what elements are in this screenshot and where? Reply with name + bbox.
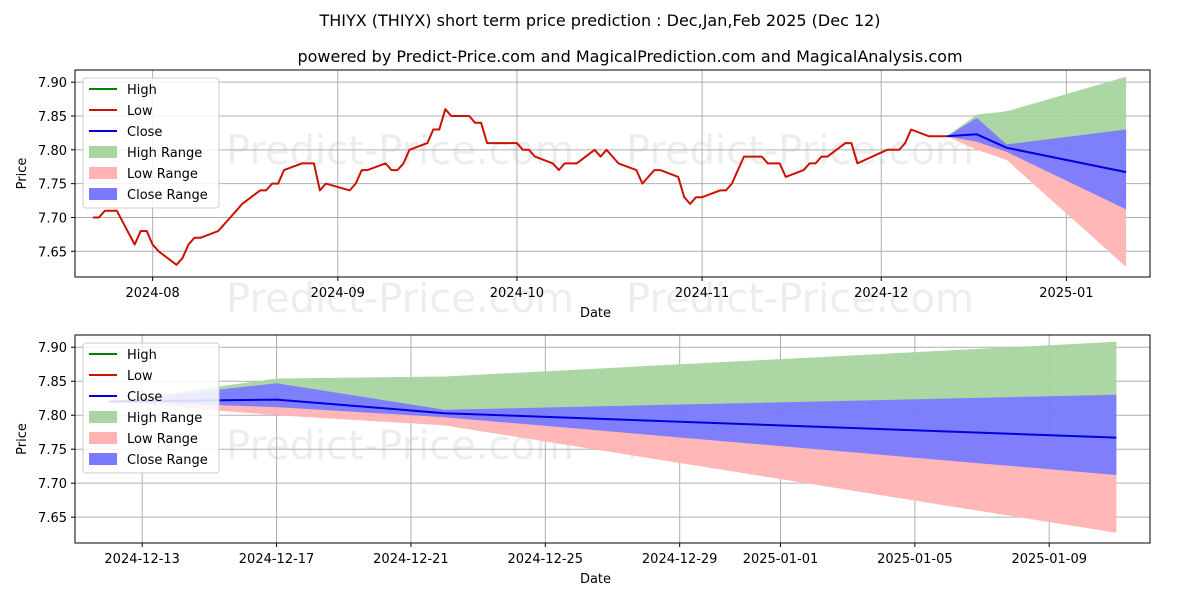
axes-frame xyxy=(74,69,1151,278)
legend-swatch-close-range xyxy=(89,453,117,465)
x-tick-label: 2024-09 xyxy=(311,286,365,301)
x-tick-label: 2025-01-05 xyxy=(877,552,953,567)
x-tick-label: 2024-12-21 xyxy=(373,552,449,567)
x-tick-label: 2025-01-09 xyxy=(1011,552,1087,567)
y-tick-label: 7.90 xyxy=(38,76,67,91)
watermark-text: Predict-Price.com xyxy=(626,128,974,174)
y-tick-label: 7.70 xyxy=(38,211,67,226)
x-axis-label: Date xyxy=(580,306,611,321)
y-tick-label: 7.90 xyxy=(38,341,67,356)
grid xyxy=(75,70,1150,277)
legend: High Low Close High Range Low Range Close Ran… xyxy=(82,77,220,209)
legend-swatch-low-range xyxy=(89,432,117,444)
plot-area xyxy=(108,341,1117,533)
legend-label: Low xyxy=(127,104,153,119)
y-tick-label: 7.75 xyxy=(38,178,67,193)
x-tick-label: 2024-12-25 xyxy=(508,552,584,567)
y-tick-label: 7.70 xyxy=(38,477,67,492)
x-tick-label: 2024-11 xyxy=(675,286,729,301)
x-tick-label: 2024-12-13 xyxy=(104,552,180,567)
y-tick-label: 7.80 xyxy=(38,409,67,424)
legend-label: Close Range xyxy=(127,188,208,203)
legend-label: High Range xyxy=(127,411,202,426)
bottom-panel: Predict-Price.comPredict-Price.com2024-1… xyxy=(15,334,1151,587)
x-tick-label: 2024-10 xyxy=(490,286,544,301)
x-tick-label: 2025-01 xyxy=(1039,286,1093,301)
x-tick-label: 2024-12-29 xyxy=(642,552,718,567)
axes-frame xyxy=(74,334,1151,544)
x-tick-label: 2024-12 xyxy=(854,286,908,301)
x-tick-label: 2024-08 xyxy=(125,286,179,301)
legend-swatch-high-range xyxy=(89,146,117,158)
top-panel: Predict-Price.com Predict-Price.com Predic… xyxy=(15,69,1151,322)
y-tick-label: 7.80 xyxy=(38,144,67,159)
legend-label: Close xyxy=(127,125,162,140)
series-line-close xyxy=(946,133,1127,174)
y-axis-label: Price xyxy=(15,158,30,190)
x-axis-label: Date xyxy=(580,572,611,587)
series-line-low xyxy=(92,108,947,266)
legend-swatch-high-range xyxy=(89,411,117,423)
x-tick-label: 2025-01-01 xyxy=(743,552,819,567)
legend-label: High xyxy=(127,83,157,98)
watermark-text: Predict-Price.com xyxy=(626,276,974,322)
y-tick-label: 7.85 xyxy=(38,375,67,390)
legend-swatch-low-range xyxy=(89,167,117,179)
watermark-text: Predict-Price.com xyxy=(226,276,574,322)
y-tick-label: 7.65 xyxy=(38,511,67,526)
y-tick-label: 7.75 xyxy=(38,443,67,458)
legend-label: High xyxy=(127,348,157,363)
y-tick-label: 7.65 xyxy=(38,245,67,260)
legend-label: Low Range xyxy=(127,432,198,447)
legend-label: Low Range xyxy=(127,167,198,182)
legend-label: Low xyxy=(127,369,153,384)
y-tick-label: 7.85 xyxy=(38,110,67,125)
legend: High Low Close High Range Low Range Close Ran… xyxy=(82,342,220,474)
legend-label: High Range xyxy=(127,146,202,161)
chart-subtitle: powered by Predict-Price.com and Magical… xyxy=(297,47,962,66)
legend-label: Close xyxy=(127,390,162,405)
y-axis-label: Price xyxy=(15,423,30,455)
legend-label: Close Range xyxy=(127,453,208,468)
chart-title: THIYX (THIYX) short term price predictio… xyxy=(318,11,880,30)
legend-swatch-close-range xyxy=(89,188,117,200)
plot-area xyxy=(92,76,1127,267)
x-tick-label: 2024-12-17 xyxy=(239,552,315,567)
